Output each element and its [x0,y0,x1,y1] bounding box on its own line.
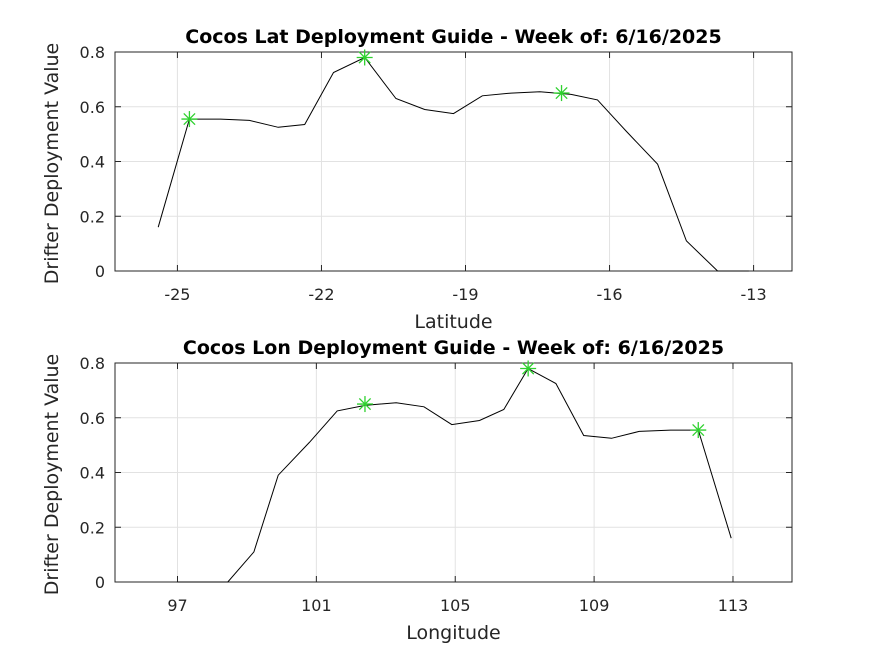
lon-chart-title: Cocos Lon Deployment Guide - Week of: 6/… [183,337,724,359]
lon-y-tick-label: 0 [95,573,105,592]
lat-x-axis-label: Latitude [414,311,492,333]
lon-y-axis-label: Drifter Deployment Value [41,354,63,596]
lon-peak-marker [520,360,537,377]
lat-y-axis-label: Drifter Deployment Value [41,43,63,285]
lat-chart-title: Cocos Lat Deployment Guide - Week of: 6/… [185,26,721,48]
lon-x-tick-label: 109 [579,596,610,615]
lat-y-tick-label: 0 [95,262,105,281]
lon-peak-marker [356,396,373,413]
lon-y-tick-label: 0.2 [80,518,105,537]
lon-series-line [177,367,732,583]
lon-y-tick-label: 0.4 [80,464,105,483]
lat-peak-marker [356,49,373,66]
lon-y-tick-label: 0.6 [80,409,105,428]
lat-y-tick-label: 0.4 [80,153,105,172]
lat-x-tick-label: -22 [308,285,334,304]
lat-peak-marker [181,111,198,128]
lon-y-tick-label: 0.8 [80,354,105,373]
lat-y-tick-label: 0.2 [80,207,105,226]
latitude-chart: -25 -22 -19 -16 -13 0 0.2 0.4 0.6 0.8 Cocos Lat De… [41,26,793,333]
longitude-chart: 97 101 105 109 113 0 0.2 0.4 0.6 0.8 Cocos Lon Dep… [41,337,793,644]
lon-x-tick-label: 113 [718,596,749,615]
lon-x-tick-label: 105 [440,596,471,615]
lat-y-tick-label: 0.6 [80,98,105,117]
lat-peak-marker [553,85,570,102]
lat-x-tick-label: -16 [596,285,622,304]
lat-x-tick-label: -13 [741,285,767,304]
lon-peak-marker [690,422,707,439]
lon-x-tick-label: 101 [301,596,332,615]
lat-x-tick-label: -19 [452,285,478,304]
lon-x-axis-label: Longitude [406,622,501,644]
lat-y-tick-label: 0.8 [80,43,105,62]
lon-x-tick-label: 97 [167,596,187,615]
lat-x-tick-label: -25 [164,285,190,304]
lat-series-line [157,56,749,272]
